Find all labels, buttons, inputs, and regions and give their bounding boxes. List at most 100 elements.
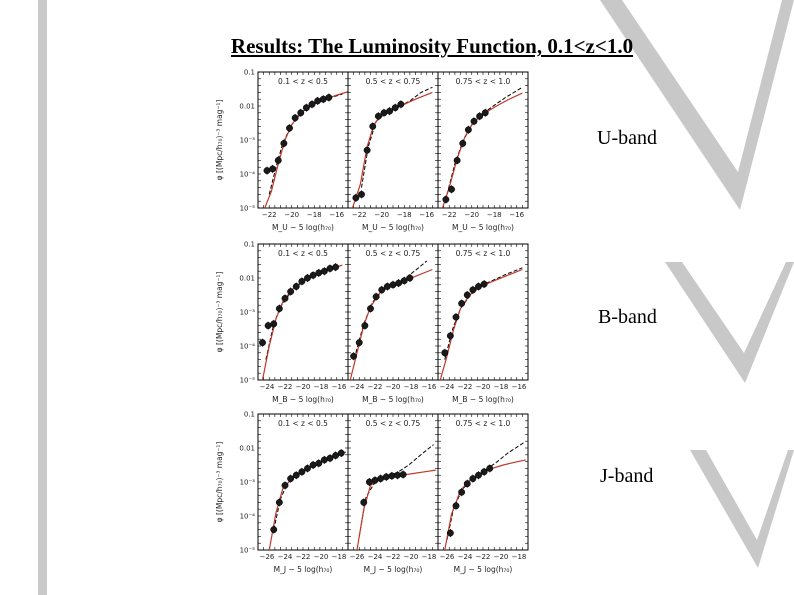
xtick-label: −18 <box>404 383 419 391</box>
left-decor-bar <box>38 0 47 595</box>
data-point <box>363 146 371 154</box>
data-point <box>259 339 266 347</box>
data-point <box>399 471 407 478</box>
panel-redshift-label: 0.75 < z < 1.0 <box>456 249 511 258</box>
ytick-label-j: 0.01 <box>239 445 255 453</box>
panel-redshift-label: 0.75 < z < 1.0 <box>456 419 511 428</box>
xtick-label: −18 <box>422 553 437 561</box>
ytick-label-b: 10⁻⁵ <box>240 377 256 385</box>
data-point <box>463 291 471 299</box>
xtick-label: −20 <box>284 211 299 219</box>
data-point <box>386 107 394 115</box>
data-point <box>358 190 365 198</box>
data-point <box>452 313 460 321</box>
ytick-label-j: 10⁻⁴ <box>240 513 256 521</box>
xlabel: M_B − 5 log(h₇₀) <box>362 395 424 404</box>
xtick-label: −22 <box>476 553 491 561</box>
xtick-label: −22 <box>368 383 383 391</box>
panel-b-0: 0.1 < z < 0.5 −24 −22 −20 −18 −16 M_B − 5 log(… <box>257 243 349 404</box>
ytick-label-b: 10⁻³ <box>240 309 256 317</box>
data-point <box>486 464 494 472</box>
data-point <box>297 109 305 117</box>
data-point <box>275 305 283 313</box>
data-point <box>397 100 405 108</box>
data-point <box>480 468 488 476</box>
data-point <box>441 349 449 357</box>
xtick-label: −16 <box>329 211 344 219</box>
panel-b-1: 0.5 < z < 0.75 −24 −22 −20 −18 −16 M_B − 5 log… <box>347 243 439 404</box>
xtick-label: −16 <box>419 211 434 219</box>
data-point <box>275 498 283 506</box>
ytick-label-b: 0.1 <box>244 241 255 249</box>
panel-j-2: 0.75 < z < 1.0 −26 −24 −22 −20 −18 M_J − 5 log… <box>437 413 529 574</box>
data-point <box>458 300 466 307</box>
data-point <box>374 112 382 120</box>
data-point <box>304 464 311 472</box>
panel-u-0: 0.1 < z < 0.5 −22 −20 −18 −16 M_U − 5 log(h₇₀… <box>257 71 349 232</box>
xtick-label: −16 <box>512 383 527 391</box>
xtick-label: −20 <box>386 383 401 391</box>
data-point <box>400 277 408 285</box>
ytick-label-b: 0.01 <box>239 275 255 283</box>
data-point <box>481 109 489 117</box>
ytick-label-u: 10⁻⁵ <box>240 205 256 213</box>
data-point <box>378 286 386 294</box>
ylabel-u-band: φ [(Mpc/h₇₀)⁻³ mag⁻¹] <box>215 100 224 181</box>
data-point <box>281 481 289 489</box>
xtick-label: −18 <box>512 553 527 561</box>
data-point <box>320 267 328 275</box>
xtick-label: −24 <box>350 383 365 391</box>
panel-redshift-label: 0.1 < z < 0.5 <box>278 419 328 428</box>
data-point <box>360 498 368 506</box>
xtick-label: −18 <box>397 211 412 219</box>
data-point <box>280 139 288 147</box>
data-point <box>315 459 323 467</box>
xtick-label: −22 <box>262 211 277 219</box>
data-point <box>406 274 414 282</box>
xtick-label: −22 <box>442 211 457 219</box>
ytick-label-j: 10⁻⁵ <box>240 547 256 555</box>
panel-redshift-label: 0.1 < z < 0.5 <box>278 77 328 86</box>
data-point <box>480 280 488 288</box>
ylabel-j-band: φ [(Mpc/h₇₀)⁻³ mag⁻¹] <box>215 442 224 523</box>
ytick-label-u: 0.1 <box>244 69 255 77</box>
xtick-label: −20 <box>374 211 389 219</box>
data-point <box>372 293 380 301</box>
xtick-label: −22 <box>352 211 367 219</box>
xtick-label: −18 <box>307 211 322 219</box>
xtick-label: −18 <box>494 383 509 391</box>
panel-frame <box>347 243 439 381</box>
band-label-j: J-band <box>600 465 654 487</box>
xlabel: M_B − 5 log(h₇₀) <box>452 395 514 404</box>
xlabel: M_U − 5 log(h₇₀) <box>362 223 424 232</box>
schechter-fit-line <box>446 86 523 195</box>
data-point <box>469 475 477 483</box>
xlabel: M_U − 5 log(h₇₀) <box>272 223 334 232</box>
data-point <box>270 320 278 328</box>
data-point <box>452 502 460 510</box>
xtick-label: −22 <box>386 553 401 561</box>
xtick-label: −20 <box>494 553 509 561</box>
panel-redshift-label: 0.5 < z < 0.75 <box>366 419 421 428</box>
data-point <box>446 529 454 537</box>
band-label-u: U-band <box>597 127 657 149</box>
xtick-label: −26 <box>350 553 365 561</box>
data-point <box>382 473 390 481</box>
data-point <box>291 114 299 122</box>
xtick-label: −16 <box>332 383 347 391</box>
xtick-label: −20 <box>464 211 479 219</box>
panel-frame <box>437 243 529 381</box>
ytick-label-u: 0.01 <box>239 103 255 111</box>
panel-redshift-label: 0.5 < z < 0.75 <box>366 249 421 258</box>
xtick-label: −22 <box>458 383 473 391</box>
xlabel: M_J − 5 log(h₇₀) <box>454 565 513 574</box>
data-point <box>470 117 478 125</box>
xlabel: M_J − 5 log(h₇₀) <box>274 565 333 574</box>
xtick-label: −24 <box>458 553 473 561</box>
xtick-label: −24 <box>278 553 293 561</box>
panel-j-1: 0.5 < z < 0.75 −26 −24 −22 −20 −18 M_J − 5 log… <box>347 413 439 574</box>
xtick-label: −18 <box>487 211 502 219</box>
data-point <box>287 475 295 483</box>
data-point <box>337 449 345 457</box>
